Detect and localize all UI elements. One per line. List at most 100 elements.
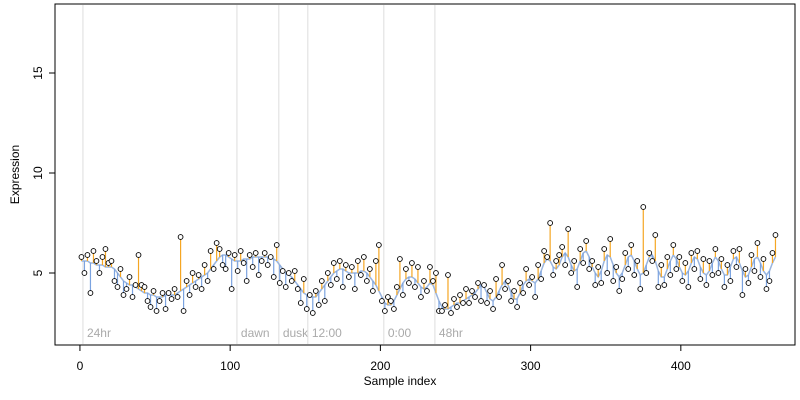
point bbox=[117, 266, 124, 272]
point bbox=[514, 304, 520, 310]
point bbox=[249, 264, 256, 270]
point bbox=[448, 310, 454, 316]
point bbox=[400, 292, 406, 298]
point bbox=[484, 300, 490, 306]
point bbox=[90, 248, 97, 254]
point bbox=[613, 264, 620, 270]
point bbox=[213, 240, 220, 246]
point bbox=[294, 286, 301, 292]
point bbox=[303, 306, 310, 312]
point bbox=[508, 298, 514, 304]
point bbox=[715, 270, 722, 276]
point bbox=[403, 266, 409, 272]
point bbox=[388, 298, 394, 304]
point bbox=[153, 308, 160, 314]
point bbox=[394, 284, 400, 290]
point bbox=[763, 286, 770, 292]
point bbox=[451, 296, 457, 302]
point bbox=[412, 284, 418, 290]
point bbox=[333, 276, 340, 282]
point bbox=[159, 290, 166, 296]
point bbox=[511, 288, 517, 294]
point bbox=[177, 234, 184, 240]
point bbox=[670, 242, 677, 248]
x-tick-label: 200 bbox=[370, 359, 390, 373]
point bbox=[270, 274, 277, 280]
point bbox=[318, 278, 325, 284]
point bbox=[598, 280, 605, 286]
x-tick-label: 400 bbox=[671, 359, 691, 373]
point bbox=[379, 298, 385, 304]
point bbox=[559, 244, 566, 250]
point bbox=[712, 246, 719, 252]
point bbox=[321, 298, 328, 304]
point bbox=[541, 248, 547, 254]
point bbox=[147, 304, 154, 310]
point bbox=[273, 242, 280, 248]
point bbox=[141, 284, 148, 290]
point bbox=[367, 266, 373, 272]
point bbox=[739, 292, 746, 298]
point bbox=[640, 204, 647, 210]
annotation-label: dawn bbox=[241, 326, 270, 340]
point bbox=[355, 258, 361, 264]
point bbox=[424, 288, 430, 294]
point bbox=[547, 220, 553, 226]
point bbox=[165, 290, 172, 296]
point bbox=[592, 282, 599, 288]
point bbox=[526, 282, 532, 288]
point bbox=[454, 304, 460, 310]
point bbox=[96, 270, 103, 276]
point bbox=[285, 270, 292, 276]
point bbox=[204, 278, 211, 284]
point bbox=[93, 258, 100, 264]
point bbox=[535, 262, 541, 268]
point bbox=[150, 288, 157, 294]
point bbox=[415, 264, 421, 270]
point bbox=[376, 242, 382, 248]
point bbox=[460, 300, 466, 306]
point bbox=[291, 268, 298, 274]
y-axis-label: Expression bbox=[8, 145, 22, 204]
point bbox=[772, 232, 779, 238]
point bbox=[520, 290, 526, 296]
point bbox=[433, 270, 439, 276]
point bbox=[745, 280, 752, 286]
point bbox=[201, 262, 208, 268]
point bbox=[688, 250, 695, 256]
point bbox=[261, 250, 268, 256]
point bbox=[757, 274, 764, 280]
point bbox=[472, 294, 478, 300]
x-tick-label: 0 bbox=[77, 359, 84, 373]
point bbox=[631, 272, 638, 278]
x-tick-label: 100 bbox=[220, 359, 240, 373]
point bbox=[108, 258, 115, 264]
x-axis-label: Sample index bbox=[364, 374, 437, 388]
point bbox=[544, 254, 550, 260]
point bbox=[186, 292, 193, 298]
point bbox=[649, 258, 656, 264]
point bbox=[676, 254, 683, 260]
point bbox=[81, 270, 88, 276]
point bbox=[210, 266, 217, 272]
point bbox=[445, 272, 451, 278]
point bbox=[538, 276, 544, 282]
point bbox=[358, 272, 364, 278]
y-tick-label: 5 bbox=[31, 269, 45, 276]
point bbox=[490, 306, 496, 312]
point bbox=[610, 278, 617, 284]
point bbox=[198, 286, 205, 292]
point bbox=[324, 270, 331, 276]
point bbox=[532, 294, 538, 300]
point bbox=[574, 284, 581, 290]
point bbox=[87, 290, 94, 296]
point bbox=[583, 238, 590, 244]
point bbox=[493, 276, 499, 282]
point bbox=[682, 260, 689, 266]
point bbox=[342, 262, 349, 268]
point bbox=[469, 288, 475, 294]
point bbox=[174, 294, 181, 300]
point bbox=[442, 302, 448, 308]
point bbox=[457, 292, 463, 298]
point bbox=[703, 282, 710, 288]
